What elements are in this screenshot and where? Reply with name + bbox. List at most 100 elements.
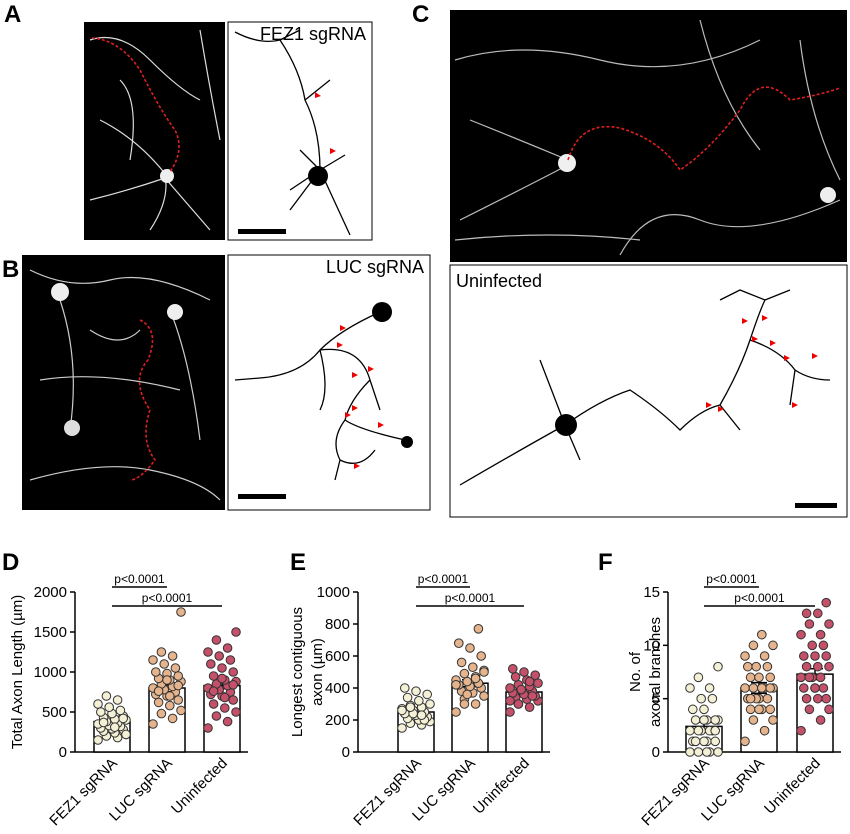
data-point — [740, 736, 750, 747]
tracing-panel — [227, 21, 373, 241]
data-point — [101, 691, 112, 701]
data-point — [818, 683, 829, 693]
y-tick-label: 800 — [325, 616, 350, 633]
data-point — [98, 717, 109, 728]
data-point — [762, 661, 773, 672]
data-point — [702, 747, 712, 757]
data-point — [118, 713, 128, 724]
neurites-part — [454, 19, 841, 256]
data-point — [148, 655, 158, 665]
data-point — [801, 608, 812, 619]
data-point — [162, 675, 172, 685]
y-tick-label: 0 — [652, 744, 660, 761]
data-point — [211, 635, 222, 645]
data-point — [821, 651, 832, 661]
data-point — [815, 715, 826, 725]
data-point — [765, 683, 776, 693]
data-point — [203, 647, 213, 657]
y-tick-label: 500 — [42, 704, 67, 721]
data-point — [693, 725, 704, 736]
data-point — [740, 651, 750, 661]
panel-label: D — [2, 549, 19, 576]
y-axis-label: No. of — [627, 651, 644, 692]
data-point — [115, 705, 126, 716]
data-point — [704, 683, 715, 693]
data-point — [231, 627, 241, 637]
data-point — [696, 693, 707, 704]
y-axis-label: axon (µm) — [309, 638, 326, 706]
y-tick-label: 200 — [325, 712, 350, 729]
soma — [308, 166, 328, 186]
data-point — [796, 629, 806, 640]
data-point — [479, 691, 489, 701]
data-point — [173, 680, 183, 691]
data-point — [699, 704, 709, 715]
data-point — [818, 640, 829, 651]
neurites-part — [89, 29, 221, 231]
data-point — [768, 715, 778, 725]
image-label: LUC sgRNA — [326, 257, 424, 277]
data-point — [156, 647, 167, 657]
significance-label: p<0.0001 — [734, 591, 785, 605]
data-point — [456, 657, 467, 668]
data-point — [451, 707, 461, 717]
data-point — [796, 725, 806, 736]
data-point — [693, 672, 704, 683]
data-point — [688, 704, 698, 715]
data-point — [710, 736, 721, 747]
data-point — [824, 661, 834, 672]
data-point — [231, 707, 241, 717]
data-point — [699, 736, 709, 747]
y-tick-label: 1000 — [317, 584, 350, 601]
data-point — [422, 689, 433, 700]
data-point — [176, 705, 186, 716]
data-point — [416, 710, 427, 721]
data-point — [796, 672, 806, 683]
data-point — [468, 662, 478, 673]
data-point — [754, 704, 764, 715]
data-point — [167, 651, 178, 661]
data-point — [473, 624, 484, 634]
data-point — [740, 683, 750, 693]
data-point — [405, 702, 416, 713]
data-point — [807, 640, 818, 651]
y-axis-label: Longest contiguous — [289, 607, 306, 737]
data-point — [824, 619, 834, 629]
significance-label: p<0.0001 — [418, 572, 469, 586]
panel-label: F — [598, 549, 613, 576]
data-point — [508, 664, 518, 674]
soma — [820, 187, 836, 203]
neuron-tracing-part — [234, 311, 406, 481]
data-point — [699, 715, 709, 725]
data-point — [459, 668, 470, 679]
data-point — [206, 659, 216, 669]
significance-label: p<0.0001 — [445, 591, 496, 605]
significance-label: p<0.0001 — [706, 572, 757, 586]
data-point — [804, 704, 815, 715]
data-point — [479, 667, 489, 677]
soma — [167, 304, 183, 320]
data-point — [165, 700, 175, 711]
data-point — [397, 723, 407, 733]
data-point — [222, 716, 233, 727]
data-point — [400, 683, 410, 693]
data-point — [685, 725, 695, 736]
data-point — [710, 715, 721, 725]
data-point — [96, 707, 106, 717]
data-point — [685, 747, 695, 757]
data-point — [459, 699, 470, 709]
data-point — [685, 683, 695, 693]
y-tick-label: 1000 — [34, 664, 67, 681]
x-tick-label: FEZ1 sgRNA — [46, 755, 121, 830]
neuron-tracing-part — [234, 29, 351, 236]
data-point — [748, 640, 759, 651]
data-point — [462, 689, 473, 700]
data-point — [762, 693, 773, 704]
y-tick-label: 0 — [342, 744, 350, 761]
data-point — [748, 683, 759, 693]
data-point — [462, 676, 473, 687]
data-point — [815, 672, 826, 683]
data-point — [510, 672, 521, 682]
data-point — [211, 711, 222, 721]
